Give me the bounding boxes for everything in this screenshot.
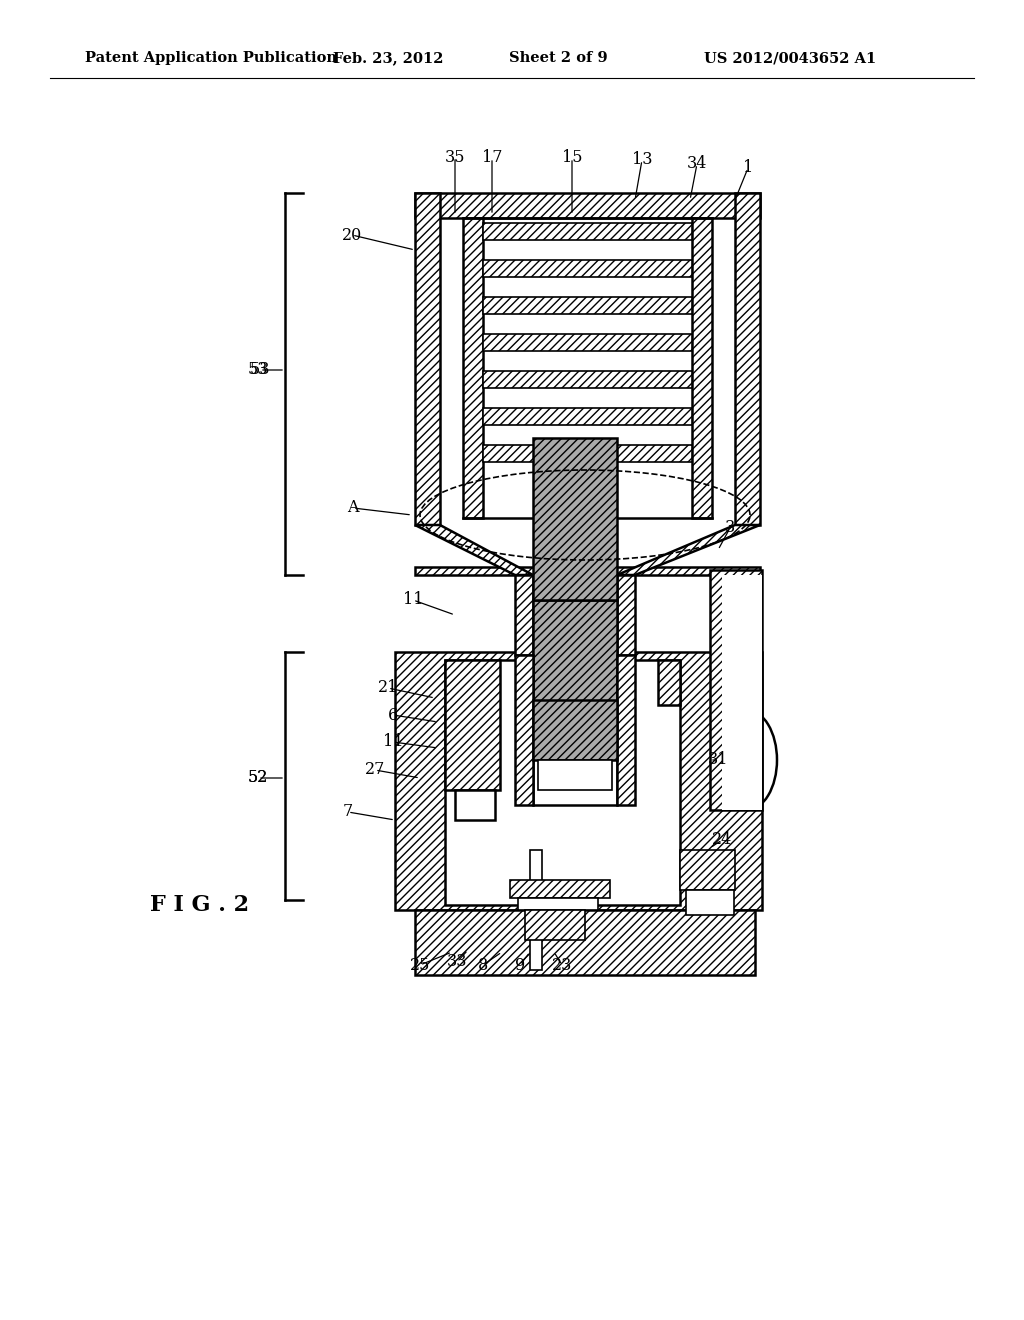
Bar — [515, 576, 534, 655]
Text: 31: 31 — [708, 751, 728, 768]
Bar — [692, 218, 712, 517]
Bar — [415, 568, 760, 576]
Bar — [483, 260, 692, 277]
Bar — [534, 438, 617, 601]
Text: 11: 11 — [383, 734, 403, 751]
Bar — [445, 660, 500, 789]
Bar — [538, 760, 612, 789]
Text: 23: 23 — [552, 957, 572, 974]
Bar — [395, 652, 762, 909]
Bar — [534, 601, 617, 705]
Bar — [483, 371, 692, 388]
Text: 3: 3 — [725, 520, 735, 536]
Bar — [483, 297, 692, 314]
Text: Feb. 23, 2012: Feb. 23, 2012 — [333, 51, 443, 65]
Bar — [515, 655, 534, 805]
Text: 27: 27 — [365, 762, 385, 779]
Bar — [518, 898, 598, 909]
Bar — [530, 850, 542, 970]
Bar — [617, 576, 635, 655]
Text: 8: 8 — [478, 957, 488, 974]
Text: 15: 15 — [562, 149, 583, 166]
Bar — [415, 909, 755, 975]
Text: 6: 6 — [388, 706, 398, 723]
Text: 52: 52 — [248, 770, 268, 787]
Text: 13: 13 — [632, 152, 652, 169]
Text: A: A — [347, 499, 358, 516]
Text: 53: 53 — [250, 362, 270, 379]
Bar — [455, 789, 495, 820]
Bar — [415, 193, 760, 218]
Bar — [445, 660, 680, 906]
Bar — [440, 218, 735, 525]
Text: 25: 25 — [410, 957, 430, 974]
Bar — [415, 193, 440, 525]
Bar — [710, 570, 762, 810]
Text: 21: 21 — [378, 680, 398, 697]
Bar — [510, 880, 610, 898]
Text: F I G . 2: F I G . 2 — [150, 894, 249, 916]
Polygon shape — [617, 525, 760, 576]
Bar — [483, 408, 692, 425]
Text: 9: 9 — [515, 957, 525, 974]
Bar — [680, 850, 735, 890]
Bar — [483, 334, 692, 351]
Bar — [463, 218, 483, 517]
Text: 33: 33 — [446, 953, 467, 970]
Polygon shape — [415, 525, 534, 576]
Text: 11: 11 — [402, 591, 423, 609]
Bar — [534, 655, 617, 805]
Text: 24: 24 — [712, 832, 732, 849]
Bar — [534, 576, 617, 655]
Text: 1: 1 — [742, 160, 753, 177]
Text: Patent Application Publication: Patent Application Publication — [85, 51, 337, 65]
Text: 20: 20 — [342, 227, 362, 243]
Text: 34: 34 — [687, 156, 708, 173]
Text: 17: 17 — [481, 149, 502, 166]
Text: 52: 52 — [248, 770, 268, 787]
Bar — [617, 655, 635, 805]
Bar — [483, 223, 692, 240]
Bar — [483, 445, 692, 462]
Bar — [525, 909, 585, 940]
Bar — [722, 576, 762, 810]
Bar — [735, 193, 760, 525]
Text: 7: 7 — [343, 804, 353, 821]
Text: Sheet 2 of 9: Sheet 2 of 9 — [509, 51, 607, 65]
Bar — [658, 660, 680, 705]
Text: 35: 35 — [444, 149, 465, 165]
Text: 53: 53 — [248, 362, 268, 379]
Bar — [686, 890, 734, 915]
Bar — [534, 700, 617, 760]
Text: US 2012/0043652 A1: US 2012/0043652 A1 — [703, 51, 877, 65]
